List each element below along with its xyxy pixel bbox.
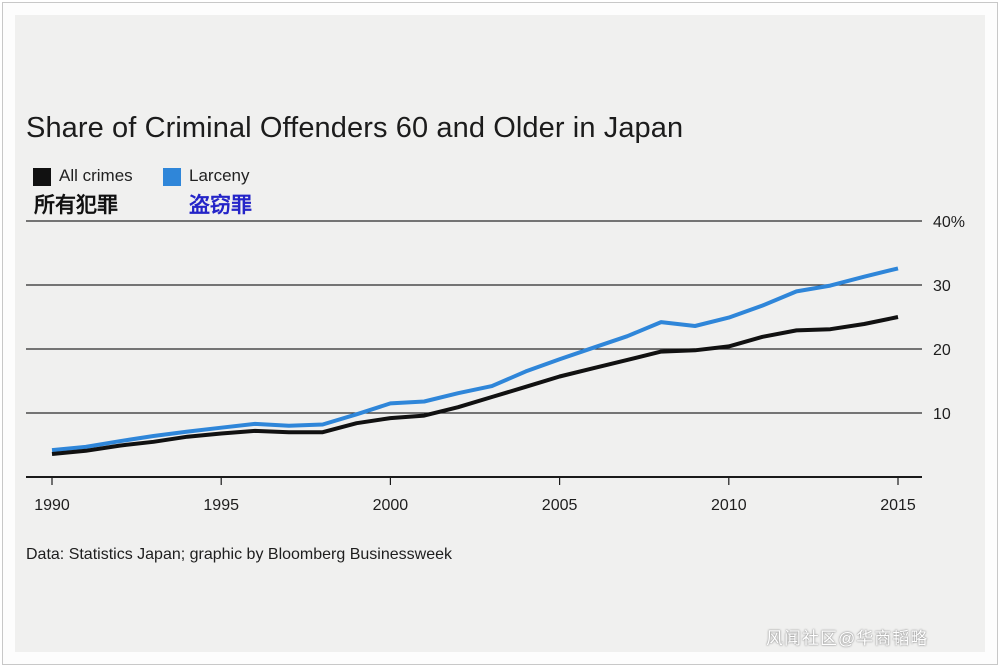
legend-label-all-crimes-cn: 所有犯罪 xyxy=(34,194,118,217)
y-tick-label-20: 20 xyxy=(933,342,951,359)
x-tick-label-2005: 2005 xyxy=(542,497,578,514)
y-tick-label-40: 40% xyxy=(933,214,965,231)
series-line-all-crimes xyxy=(51,315,899,456)
series-line-larceny xyxy=(51,266,899,453)
y-tick-label-30: 30 xyxy=(933,278,951,295)
legend-swatch-all-crimes xyxy=(33,168,51,186)
x-tick-label-2000: 2000 xyxy=(373,497,409,514)
x-tick-label-2010: 2010 xyxy=(711,497,747,514)
legend-item-all-crimes: All crimes 所有犯罪 xyxy=(33,165,173,217)
legend-item-larceny: Larceny 盗窃罪 xyxy=(163,165,303,217)
x-tick-label-1990: 1990 xyxy=(34,497,70,514)
watermark: 风闻社区@华商韬略 xyxy=(766,629,929,648)
legend-label-all-crimes: All crimes xyxy=(59,166,133,185)
y-tick-label-10: 10 xyxy=(933,406,951,423)
legend-label-larceny: Larceny xyxy=(189,166,250,185)
source-note: Data: Statistics Japan; graphic by Bloom… xyxy=(26,546,452,563)
chart-title: Share of Criminal Offenders 60 and Older… xyxy=(26,112,684,144)
legend-label-larceny-cn: 盗窃罪 xyxy=(189,194,252,217)
x-tick-label-1995: 1995 xyxy=(203,497,239,514)
legend-swatch-larceny xyxy=(163,168,181,186)
x-tick-label-2015: 2015 xyxy=(880,497,916,514)
chart-panel xyxy=(15,15,985,652)
